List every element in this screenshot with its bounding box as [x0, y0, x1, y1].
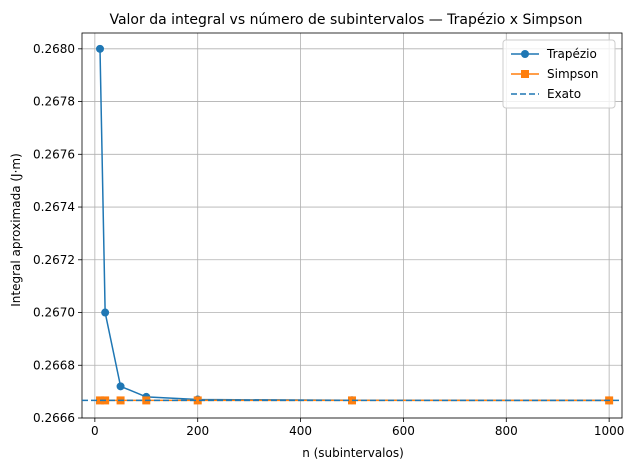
- legend-trapezio-label: Trapézio: [546, 47, 597, 61]
- plot-area: [82, 44, 622, 405]
- axes-frame: [81, 32, 623, 419]
- series-trapezio-point: [116, 382, 125, 391]
- x-tick-label: 1000: [594, 424, 625, 438]
- x-tick-label: 400: [289, 424, 312, 438]
- x-axis-label: n (subintervalos): [302, 446, 404, 460]
- y-tick-label: 0.2666: [33, 411, 75, 425]
- series-trapezio-point: [101, 308, 110, 317]
- y-tick-label: 0.2678: [33, 95, 75, 109]
- legend-trapezio-marker: [521, 50, 529, 58]
- x-tick-label: 600: [392, 424, 415, 438]
- y-tick-label: 0.2672: [33, 253, 75, 267]
- legend-simpson-marker: [521, 70, 529, 78]
- legend: Trapézio Simpson Exato: [502, 39, 616, 109]
- y-tick-label: 0.2676: [33, 147, 75, 161]
- series-trapezio-point: [96, 44, 104, 53]
- series-simpson-point: [193, 396, 202, 405]
- axes: 0 200 400 600 800 1000 0.2666 0.2668 0.2670 0.267…: [33, 32, 625, 438]
- y-tick-label: 0.2674: [33, 200, 75, 214]
- legend-exato-label: Exato: [547, 87, 581, 101]
- chart-title: Valor da integral vs número de subinterv…: [109, 12, 582, 28]
- y-tick-label: 0.2670: [33, 306, 75, 320]
- x-tick-label: 800: [495, 424, 518, 438]
- y-axis-label: Integral aproximada (J·m): [9, 153, 23, 307]
- y-tick-label: 0.2680: [33, 42, 75, 56]
- legend-box: [502, 39, 616, 109]
- legend-simpson-label: Simpson: [547, 67, 598, 81]
- x-tick-label: 0: [91, 424, 99, 438]
- x-tick-label: 200: [186, 424, 209, 438]
- y-tick-label: 0.2668: [33, 358, 75, 372]
